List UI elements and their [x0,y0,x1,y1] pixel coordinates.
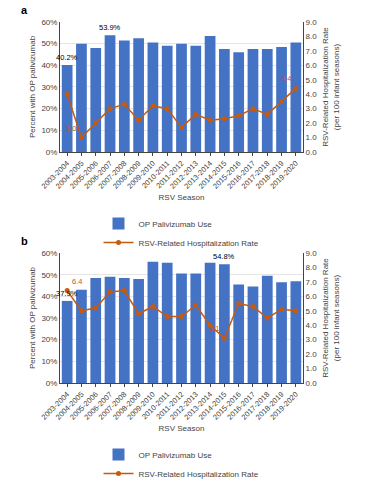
svg-text:10%: 10% [41,357,57,366]
svg-text:2009-2010: 2009-2010 [125,159,157,191]
svg-text:2011-2012: 2011-2012 [154,159,185,190]
svg-text:2004-2005: 2004-2005 [54,159,86,191]
svg-text:50%: 50% [41,271,57,280]
svg-text:30%: 30% [41,83,57,92]
svg-text:20%: 20% [41,104,57,113]
svg-text:8.0: 8.0 [306,32,318,41]
svg-text:4.4: 4.4 [281,74,291,83]
svg-text:53.9%: 53.9% [99,23,121,32]
svg-text:3.0: 3.0 [306,104,318,113]
svg-text:4.0: 4.0 [306,90,318,99]
svg-text:9.0: 9.0 [306,18,318,27]
svg-text:2006-2007: 2006-2007 [82,390,114,422]
svg-text:2005-2006: 2005-2006 [68,390,100,422]
svg-text:60%: 60% [41,249,57,258]
svg-text:8.0: 8.0 [306,263,318,272]
svg-text:2019-2020: 2019-2020 [268,159,300,191]
svg-text:1.0: 1.0 [306,364,318,373]
svg-text:2003-2004: 2003-2004 [39,390,71,422]
svg-text:40%: 40% [41,61,57,70]
svg-text:7.0: 7.0 [306,47,318,56]
svg-text:2003-2004: 2003-2004 [39,159,71,191]
svg-text:54.8%: 54.8% [213,252,235,261]
svg-text:4.0: 4.0 [306,321,318,330]
svg-text:2008-2009: 2008-2009 [111,390,143,422]
svg-text:2012-2013: 2012-2013 [168,390,200,422]
svg-text:a: a [21,4,28,16]
svg-text:2014-2015: 2014-2015 [197,390,229,422]
svg-text:1.0: 1.0 [306,133,318,142]
svg-text:2017-2018: 2017-2018 [240,159,272,191]
svg-text:10%: 10% [41,126,57,135]
svg-text:2007-2008: 2007-2008 [97,159,129,191]
svg-text:0%: 0% [46,379,58,388]
svg-text:2010-2011: 2010-2011 [140,159,171,190]
svg-text:RSV Season: RSV Season [159,193,205,202]
svg-text:37.9%: 37.9% [56,289,78,298]
svg-text:2008-2009: 2008-2009 [111,159,143,191]
svg-text:6.4: 6.4 [72,277,82,286]
svg-text:2005-2006: 2005-2006 [68,159,100,191]
svg-text:2.0: 2.0 [306,119,318,128]
svg-text:Percent with OP palivizumab: Percent with OP palivizumab [28,35,37,138]
svg-text:2006-2007: 2006-2007 [82,159,114,191]
svg-text:1.0: 1.0 [66,124,76,133]
svg-text:2010-2011: 2010-2011 [140,390,171,421]
svg-text:9.0: 9.0 [306,249,318,258]
svg-text:2013-2014: 2013-2014 [182,390,214,422]
svg-text:RSV-Related Hospitalization Ra: RSV-Related Hospitalization Rate(per 100… [321,27,340,147]
svg-text:RSV-Related Hospitalization Ra: RSV-Related Hospitalization Rate(per 100… [321,258,340,378]
svg-text:3.1: 3.1 [209,324,219,333]
svg-text:30%: 30% [41,314,57,323]
svg-text:2004-2005: 2004-2005 [54,390,86,422]
svg-text:2017-2018: 2017-2018 [240,390,272,422]
svg-text:OP Palivizumab Use: OP Palivizumab Use [139,220,213,229]
svg-text:Percent with OP palivizumab: Percent with OP palivizumab [28,266,37,369]
svg-text:2018-2019: 2018-2019 [254,390,286,422]
svg-text:2011-2012: 2011-2012 [154,390,185,421]
svg-text:2013-2014: 2013-2014 [182,159,214,191]
svg-text:RSV Season: RSV Season [159,424,205,433]
svg-text:60%: 60% [41,18,57,27]
svg-text:5.0: 5.0 [306,76,318,85]
svg-text:RSV-Related Hospitalization Ra: RSV-Related Hospitalization Rate [139,470,259,479]
svg-text:2018-2019: 2018-2019 [254,159,286,191]
svg-text:2015-2016: 2015-2016 [211,390,243,422]
svg-text:2016-2017: 2016-2017 [225,159,257,191]
svg-text:2012-2013: 2012-2013 [168,159,200,191]
svg-text:40%: 40% [41,292,57,301]
svg-text:2009-2010: 2009-2010 [125,390,157,422]
svg-text:2007-2008: 2007-2008 [97,390,129,422]
svg-text:2.0: 2.0 [306,350,318,359]
svg-text:50%: 50% [41,39,57,48]
svg-text:3.0: 3.0 [306,335,318,344]
svg-text:5.0: 5.0 [306,307,318,316]
svg-text:0.0: 0.0 [306,379,318,388]
svg-text:6.0: 6.0 [306,292,318,301]
svg-text:2015-2016: 2015-2016 [211,159,243,191]
svg-text:6.0: 6.0 [306,61,318,70]
svg-text:20%: 20% [41,335,57,344]
svg-text:OP Palivizumab Use: OP Palivizumab Use [139,451,213,460]
svg-text:RSV-Related Hospitalization Ra: RSV-Related Hospitalization Rate [139,239,259,248]
svg-text:2016-2017: 2016-2017 [225,390,257,422]
svg-text:7.0: 7.0 [306,278,318,287]
svg-text:2014-2015: 2014-2015 [197,159,229,191]
svg-text:b: b [21,235,28,247]
svg-text:0.0: 0.0 [306,148,318,157]
svg-text:40.2%: 40.2% [56,53,78,62]
svg-text:2019-2020: 2019-2020 [268,390,300,422]
svg-text:0%: 0% [46,148,58,157]
